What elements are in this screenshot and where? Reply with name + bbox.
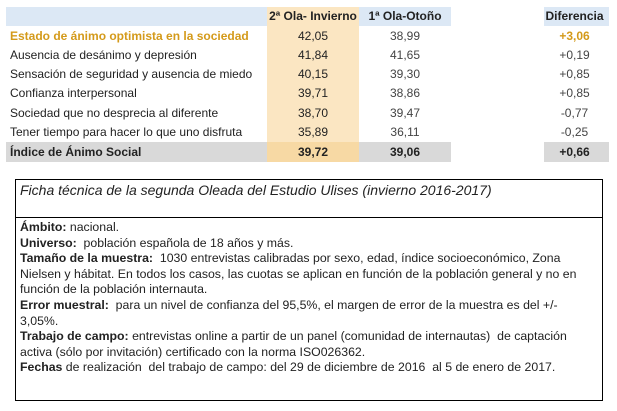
highlight-column: [267, 7, 359, 162]
cell-diff: -0,77: [560, 105, 589, 120]
total-diff: +0,66: [559, 145, 590, 159]
sheet-body: Ámbito: nacional. Universo: población esp…: [16, 218, 602, 378]
cell-diff: +0,19: [559, 47, 590, 62]
sheet-item: Fechas de realización del trabajo de cam…: [20, 360, 598, 376]
sheet-item: Ámbito: nacional.: [20, 220, 598, 236]
table-row: Sensación de seguridad y ausencia de mie…: [6, 65, 613, 85]
cell-v2: 41,84: [297, 47, 329, 62]
table-row: Tener tiempo para hacer lo que uno disfr…: [6, 123, 613, 143]
cell-v1: 39,47: [389, 105, 421, 120]
total-label: Índice de Ánimo Social: [10, 145, 142, 159]
sheet-item: Universo: población española de 18 años …: [20, 236, 598, 252]
total-winter: 39,72: [297, 145, 329, 159]
cell-v1: 38,86: [389, 86, 421, 101]
item-key: Error muestral:: [20, 297, 109, 312]
sheet-item: Tamaño de la muestra: 1030 entrevistas c…: [20, 251, 598, 298]
cell-v2: 39,71: [297, 86, 329, 101]
cell-label: Sociedad que no desprecia al diferente: [10, 105, 219, 120]
item-text: población española de 18 años y más.: [76, 235, 294, 250]
cell-v1: 41,65: [389, 47, 421, 62]
item-text: nacional.: [66, 220, 120, 234]
table-row: Sociedad que no desprecia al diferente 38…: [6, 104, 613, 124]
cell-label: Sensación de seguridad y ausencia de mie…: [10, 67, 253, 82]
item-key: Universo:: [20, 235, 77, 250]
cell-v1: 36,11: [390, 125, 420, 139]
cell-v2: 42,05: [297, 28, 329, 43]
cell-v2: 35,89: [297, 125, 329, 139]
cell-diff: +0,85: [559, 86, 590, 101]
cell-diff: -0,25: [560, 125, 589, 139]
cell-v1: 39,30: [389, 67, 421, 82]
cell-label: Estado de ánimo optimista en la sociedad: [10, 28, 249, 43]
header-autumn: 1ª Ola-Otoño: [368, 9, 442, 23]
total-autumn: 39,06: [389, 145, 421, 159]
cell-diff: +3,06: [559, 28, 590, 43]
cell-v1: 38,99: [389, 28, 421, 43]
table-row: Estado de ánimo optimista en la sociedad…: [6, 27, 613, 47]
total-highlight: [267, 142, 359, 162]
sheet-item: Trabajo de campo: entrevistas online a p…: [20, 329, 598, 360]
sheet-title: Ficha técnica de la segunda Oleada del E…: [16, 180, 602, 218]
total-row: Índice de Ánimo Social 39,72 39,06 +0,66: [6, 142, 613, 162]
item-text: entrevistas online a partir de un panel …: [20, 329, 571, 359]
sheet-item: Error muestral: para un nivel de confian…: [20, 298, 598, 329]
item-text: para un nivel de confianza del 95,5%, el…: [20, 297, 562, 328]
item-key: Tamaño de la muestra:: [20, 251, 154, 266]
header-bg-diff: [544, 7, 609, 26]
item-key: Fechas: [20, 360, 63, 375]
table-row: Confianza interpersonal 39,71 38,86 +0,85: [6, 84, 613, 104]
cell-label: Tener tiempo para hacer lo que uno disfr…: [10, 125, 243, 139]
item-text: de realización del trabajo de campo: del…: [62, 360, 556, 375]
cell-v2: 40,15: [297, 67, 329, 82]
item-text: 1030 entrevistas calibradas por sexo, ed…: [20, 251, 580, 297]
total-bg-diff: [544, 142, 609, 162]
cell-v2: 38,70: [297, 105, 329, 120]
item-key: Trabajo de campo:: [20, 329, 129, 344]
header-winter: 2ª Ola- Invierno: [269, 9, 357, 23]
table-row: Ausencia de desánimo y depresión 41,84 41,…: [6, 46, 613, 66]
cell-diff: +0,85: [559, 67, 590, 82]
header-diff: Diferencia: [545, 9, 604, 23]
table-header: 2ª Ola- Invierno 1ª Ola-Otoño Diferencia: [6, 7, 613, 27]
technical-sheet: Ficha técnica de la segunda Oleada del E…: [15, 179, 603, 401]
cell-label: Confianza interpersonal: [10, 86, 137, 101]
cell-label: Ausencia de desánimo y depresión: [10, 47, 197, 62]
item-key: Ámbito:: [20, 220, 67, 234]
